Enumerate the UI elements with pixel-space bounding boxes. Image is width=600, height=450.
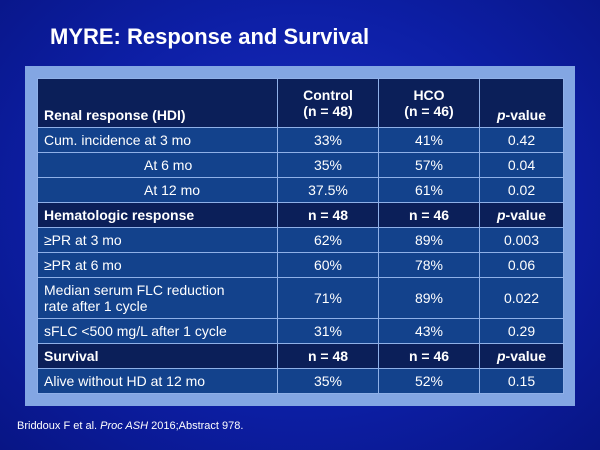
hco-n: n = 46 <box>378 343 480 369</box>
hco-value: 89% <box>378 277 480 319</box>
p-value: 0.04 <box>479 152 564 178</box>
hco-value: 57% <box>378 152 480 178</box>
row-label: Cum. incidence at 3 mo <box>37 127 278 153</box>
control-value: 71% <box>277 277 379 319</box>
table-row: At 6 mo 35% 57% 0.04 <box>37 152 564 178</box>
hco-n: n = 46 <box>378 202 480 228</box>
p-value: 0.02 <box>479 177 564 203</box>
renal-response-header: Renal response (HDI) <box>37 78 278 128</box>
control-value: 60% <box>277 252 379 278</box>
control-column-header: Control (n = 48) <box>277 78 379 128</box>
p-value: 0.022 <box>479 277 564 319</box>
table-row: Alive without HD at 12 mo 35% 52% 0.15 <box>37 368 564 394</box>
hco-value: 41% <box>378 127 480 153</box>
p-value: 0.003 <box>479 227 564 253</box>
table-row: ≥PR at 6 mo 60% 78% 0.06 <box>37 252 564 278</box>
row-label: ≥PR at 3 mo <box>37 227 278 253</box>
results-table: Renal response (HDI) Control (n = 48) HCO… <box>37 78 564 394</box>
table-row: ≥PR at 3 mo 62% 89% 0.003 <box>37 227 564 253</box>
table-row: sFLC <500 mg/L after 1 cycle 31% 43% 0.2… <box>37 318 564 344</box>
row-label: Alive without HD at 12 mo <box>37 368 278 394</box>
table-row: Median serum FLC reduction rate after 1 c… <box>37 277 564 319</box>
row-label: ≥PR at 6 mo <box>37 252 278 278</box>
control-n: n = 48 <box>277 202 379 228</box>
hco-value: 43% <box>378 318 480 344</box>
table-row: Cum. incidence at 3 mo 33% 41% 0.42 <box>37 127 564 153</box>
section-label: Survival <box>37 343 278 369</box>
table-row: At 12 mo 37.5% 61% 0.02 <box>37 177 564 203</box>
control-value: 37.5% <box>277 177 379 203</box>
hco-column-header: HCO (n = 46) <box>378 78 480 128</box>
slide-title: MYRE: Response and Survival <box>50 24 370 49</box>
hco-value: 78% <box>378 252 480 278</box>
pvalue-column-header: p-value <box>479 78 564 128</box>
row-label: At 6 mo <box>37 152 278 178</box>
p-value: 0.06 <box>479 252 564 278</box>
hco-value: 52% <box>378 368 480 394</box>
control-value: 33% <box>277 127 379 153</box>
row-label: sFLC <500 mg/L after 1 cycle <box>37 318 278 344</box>
pvalue-header: p-value <box>479 202 564 228</box>
p-value: 0.42 <box>479 127 564 153</box>
pvalue-header: p-value <box>479 343 564 369</box>
citation: Briddoux F et al. Proc ASH 2016;Abstract… <box>17 420 244 432</box>
row-label: Median serum FLC reduction rate after 1 c… <box>37 277 278 319</box>
p-value: 0.15 <box>479 368 564 394</box>
control-value: 35% <box>277 152 379 178</box>
hco-value: 89% <box>378 227 480 253</box>
results-table-frame: Renal response (HDI) Control (n = 48) HCO… <box>25 66 575 406</box>
survival-section-row: Survival n = 48 n = 46 p-value <box>37 343 564 369</box>
hematologic-section-row: Hematologic response n = 48 n = 46 p-val… <box>37 202 564 228</box>
table-header-row: Renal response (HDI) Control (n = 48) HCO… <box>37 78 564 128</box>
control-n: n = 48 <box>277 343 379 369</box>
row-label: At 12 mo <box>37 177 278 203</box>
hco-value: 61% <box>378 177 480 203</box>
control-value: 62% <box>277 227 379 253</box>
control-value: 35% <box>277 368 379 394</box>
control-value: 31% <box>277 318 379 344</box>
section-label: Hematologic response <box>37 202 278 228</box>
p-value: 0.29 <box>479 318 564 344</box>
